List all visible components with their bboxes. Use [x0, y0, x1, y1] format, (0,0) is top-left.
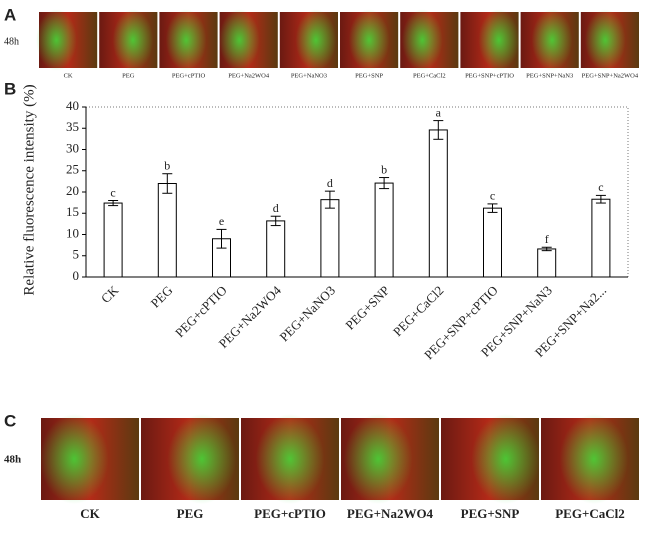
time-label: 48h: [4, 454, 21, 466]
bar: [374, 182, 394, 278]
image-label: PEG+SNP+cPTIO: [465, 72, 514, 79]
bar: [483, 207, 502, 278]
image-label: PEG+CaCl2: [413, 72, 446, 79]
x-tick-label: PEG+SNP: [342, 283, 392, 333]
image-label: PEG: [122, 72, 135, 79]
image-label: CK: [80, 506, 100, 521]
significance-letter: e: [219, 214, 224, 228]
fluorescence: [295, 9, 337, 71]
image-label: PEG+NaNO3: [291, 72, 327, 79]
panel-label: B: [4, 79, 16, 98]
significance-letter: d: [273, 201, 279, 215]
y-axis-label: Relative fluorescence intensity (%): [21, 84, 37, 295]
significance-letter: b: [381, 162, 387, 176]
x-tick-label: PEG+NaNO3: [276, 283, 338, 345]
y-tick-label: 30: [66, 140, 79, 155]
image-label: PEG: [177, 506, 204, 521]
panel-label: C: [4, 411, 16, 430]
image-label: PEG+SNP+Na2WO4: [582, 72, 639, 79]
y-tick-label: 35: [66, 119, 79, 134]
significance-letter: f: [545, 232, 549, 246]
x-tick-label: PEG+CaCl2: [390, 283, 447, 340]
y-tick-label: 5: [73, 247, 80, 262]
bar: [537, 248, 557, 278]
bar: [266, 220, 286, 278]
x-tick-label: PEG: [148, 283, 176, 311]
image-label: PEG+SNP: [461, 506, 520, 521]
x-tick-label: PEG+cPTIO: [172, 283, 230, 341]
bar: [591, 198, 611, 278]
y-tick-label: 10: [66, 225, 79, 240]
image-label: PEG+CaCl2: [555, 506, 625, 521]
significance-letter: b: [164, 158, 170, 172]
fluorescence: [348, 9, 390, 71]
fluorescence: [165, 9, 207, 71]
image-label: PEG+SNP+NaN3: [526, 72, 573, 79]
time-label: 48h: [4, 36, 19, 47]
fluorescence: [559, 413, 629, 505]
y-tick-label: 0: [73, 268, 80, 283]
fluorescence: [478, 9, 520, 71]
image-label: PEG+cPTIO: [254, 506, 326, 521]
image-label: PEG+Na2WO4: [228, 72, 270, 79]
y-tick-label: 40: [66, 98, 79, 113]
fluorescence: [584, 9, 626, 71]
significance-letter: c: [490, 189, 495, 203]
fluorescence: [40, 413, 109, 505]
bar: [103, 202, 123, 278]
image-label: PEG+SNP: [355, 72, 383, 79]
image-label: CK: [64, 72, 73, 79]
bar: [157, 183, 177, 278]
y-tick-label: 20: [66, 183, 79, 198]
fluorescence: [343, 413, 413, 505]
significance-letter: c: [110, 185, 115, 199]
significance-letter: d: [327, 176, 333, 190]
fluorescence: [531, 9, 573, 71]
fluorescence: [36, 9, 77, 71]
fluorescence: [112, 9, 154, 71]
fluorescence: [401, 9, 443, 71]
bar: [428, 129, 448, 278]
bar: [320, 199, 340, 278]
y-tick-label: 15: [66, 204, 79, 219]
fluorescence: [219, 9, 260, 71]
significance-letter: a: [436, 105, 442, 119]
x-tick-label: CK: [98, 282, 122, 306]
fluorescence: [471, 413, 540, 505]
y-tick-label: 25: [66, 162, 79, 177]
panel-label: A: [4, 5, 16, 24]
significance-letter: c: [598, 180, 603, 194]
fluorescence: [167, 413, 237, 505]
image-label: PEG+cPTIO: [172, 72, 206, 79]
image-label: PEG+Na2WO4: [347, 506, 434, 521]
fluorescence: [255, 413, 325, 505]
